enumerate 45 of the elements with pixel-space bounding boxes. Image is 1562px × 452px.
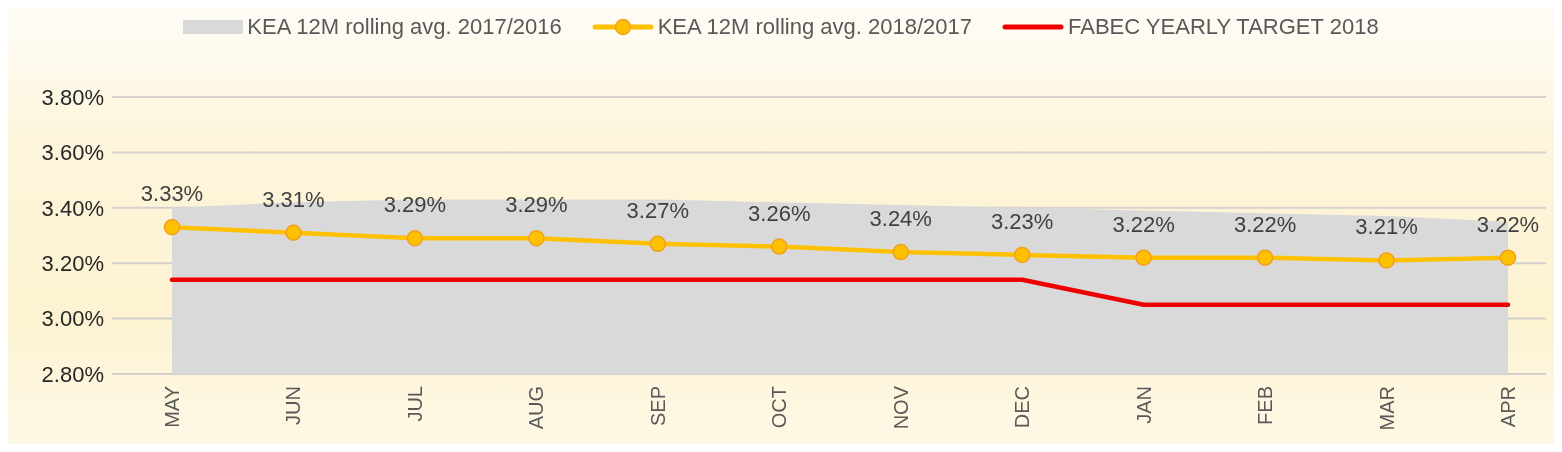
x-tick-label: AUG xyxy=(525,386,548,430)
y-tick-label: 3.80% xyxy=(41,84,104,110)
legend-label: KEA 12M rolling avg. 2018/2017 xyxy=(657,14,973,40)
x-tick-label: JUN xyxy=(282,386,305,425)
y-tick-label: 3.60% xyxy=(41,140,104,166)
data-label: 3.21% xyxy=(1355,214,1418,240)
point xyxy=(1378,252,1395,269)
point xyxy=(771,238,788,255)
data-label: 3.33% xyxy=(140,181,204,207)
legend-label: KEA 12M rolling avg. 2017/2016 xyxy=(247,14,562,40)
x-tick-label: SEP xyxy=(646,386,669,427)
data-label: 3.22% xyxy=(1233,211,1297,237)
data-label: 3.31% xyxy=(262,186,325,212)
x-tick-label: FEB xyxy=(1254,386,1277,425)
y-tick-label: 3.20% xyxy=(41,251,104,277)
legend-label: FABEC YEARLY TARGET 2018 xyxy=(1068,14,1379,40)
data-label: 3.26% xyxy=(748,200,811,226)
data-label: 3.27% xyxy=(626,197,690,223)
point xyxy=(285,224,302,241)
data-label: 3.29% xyxy=(505,192,568,218)
data-label: 3.29% xyxy=(383,192,447,218)
point xyxy=(406,230,424,247)
y-tick-label: 3.00% xyxy=(41,306,104,332)
data-label: 3.22% xyxy=(1112,211,1175,237)
y-tick-label: 3.40% xyxy=(41,195,104,221)
x-tick-label: JAN xyxy=(1132,386,1155,424)
data-label: 3.24% xyxy=(869,206,932,232)
x-tick-label: JUL xyxy=(403,386,426,422)
y-tick-label: 2.80% xyxy=(41,361,104,387)
x-tick-label: MAR xyxy=(1375,386,1398,431)
x-tick-label: MAY xyxy=(161,386,183,428)
x-tick-label: NOV xyxy=(889,385,912,430)
point xyxy=(1135,249,1152,266)
point xyxy=(1256,249,1274,266)
point xyxy=(1013,246,1031,264)
point xyxy=(163,218,181,236)
x-tick-label: OCT xyxy=(768,386,791,429)
point xyxy=(649,235,667,253)
x-tick-label: APR xyxy=(1497,386,1519,428)
x-tick-label: DEC xyxy=(1011,386,1034,429)
data-label: 3.23% xyxy=(990,208,1054,234)
point xyxy=(528,230,545,247)
point xyxy=(892,243,909,261)
data-label: 3.22% xyxy=(1476,211,1540,237)
point xyxy=(1499,249,1517,266)
